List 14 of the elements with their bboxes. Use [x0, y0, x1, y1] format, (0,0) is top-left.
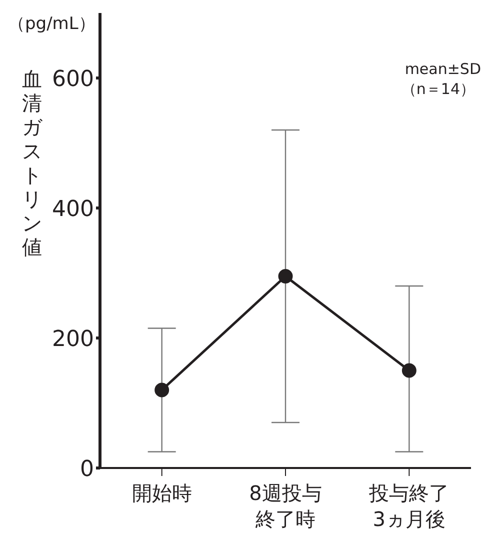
- point: [154, 382, 170, 398]
- text: （pg/mL）: [8, 13, 96, 35]
- y-tick-label: 200: [52, 326, 94, 352]
- x-tick-label: 投与終了3ヵ月後: [368, 481, 450, 531]
- y-tick-label: 0: [80, 456, 94, 482]
- y-axis-title: 血清ガストリン値: [22, 66, 43, 259]
- point: [278, 269, 293, 284]
- x-tick-label: 8週投与終了時: [249, 481, 322, 531]
- y-tick-label: 600: [52, 66, 94, 92]
- annotation: mean±SD: [404, 60, 481, 78]
- point: [402, 363, 416, 378]
- x-tick-label: 開始時: [132, 481, 192, 505]
- annotation: （n＝14）: [401, 80, 475, 99]
- y-tick-label: 400: [52, 196, 94, 222]
